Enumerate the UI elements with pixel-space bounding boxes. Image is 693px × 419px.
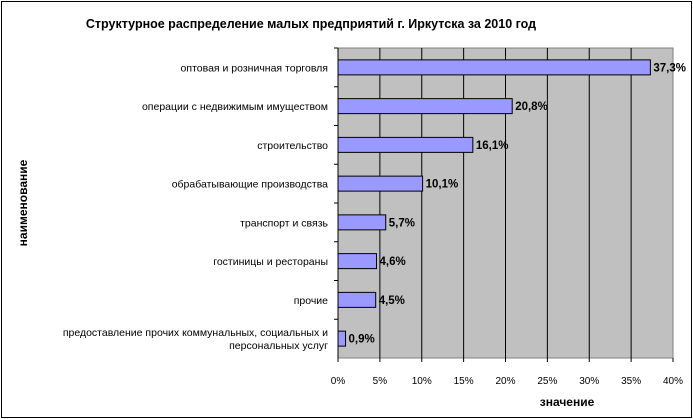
bar (337, 330, 347, 347)
x-axis-title: значение (540, 395, 595, 409)
bar (337, 98, 513, 115)
bar (337, 175, 424, 192)
x-tick-label: 5% (373, 376, 388, 387)
bar (337, 291, 377, 308)
bar (337, 253, 378, 270)
category-label: оптовая и розничная торговля (181, 62, 328, 74)
category-label: операции с недвижимым имуществом (142, 101, 328, 113)
category-label: строительство (257, 140, 328, 152)
category-label: транспорт и связь (240, 217, 328, 229)
category-label: персональных услуг (229, 340, 328, 352)
x-tick-label: 0% (331, 376, 346, 387)
bar (337, 59, 651, 76)
data-label: 16,1% (476, 140, 509, 152)
x-tick-label: 35% (621, 376, 641, 387)
category-label: обрабатывающие производства (172, 179, 328, 191)
x-tick-label: 20% (495, 376, 515, 387)
category-label: прочие (294, 295, 328, 307)
y-axis-title: наименование (16, 159, 30, 246)
chart-title: Структурное распределение малых предприя… (86, 17, 536, 31)
data-label: 37,3% (653, 62, 686, 74)
data-label: 4,5% (379, 295, 405, 307)
data-label: 20,8% (515, 101, 548, 113)
bar (337, 214, 387, 231)
x-tick-label: 30% (579, 376, 599, 387)
x-tick-label: 25% (537, 376, 557, 387)
category-label: предоставление прочих коммунальных, соци… (63, 327, 328, 339)
data-label: 0,9% (349, 334, 375, 346)
bar (337, 136, 474, 153)
x-tick-label: 40% (663, 376, 683, 387)
x-tick-label: 10% (412, 376, 432, 387)
data-label: 4,6% (380, 256, 406, 268)
data-label: 10,1% (426, 179, 459, 191)
category-label: гостиницы и рестораны (213, 256, 328, 268)
data-label: 5,7% (389, 217, 415, 229)
x-tick-label: 15% (454, 376, 474, 387)
